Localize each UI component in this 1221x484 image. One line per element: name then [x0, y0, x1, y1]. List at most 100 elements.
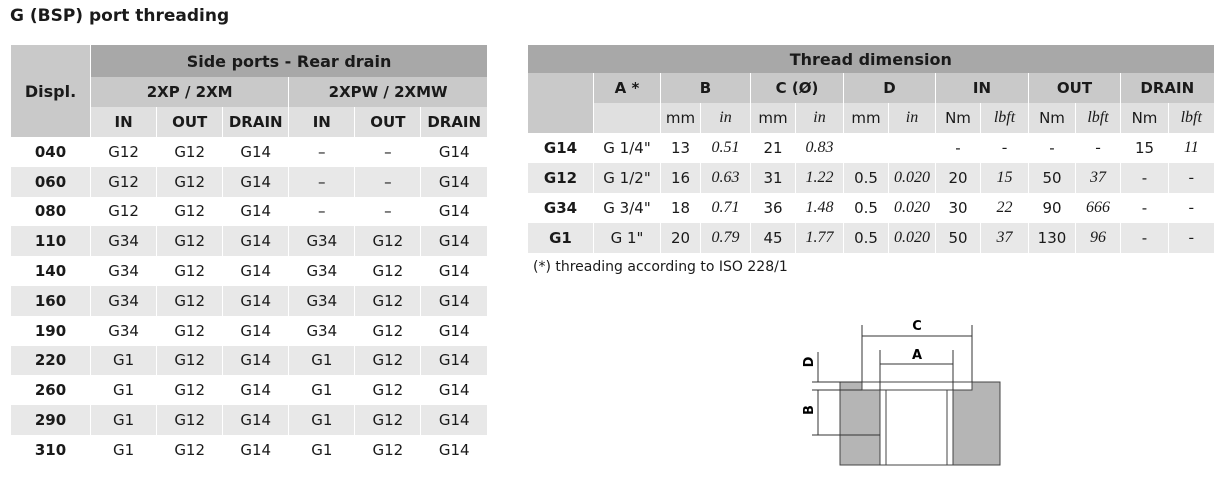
cell: 11: [1167, 133, 1214, 163]
cell: G1: [90, 405, 157, 435]
cell: G12: [156, 256, 223, 286]
side-ports-table: Displ. Side ports - Rear drain 2XP / 2XM 2X…: [9, 45, 487, 465]
cell: -: [1120, 223, 1169, 253]
cell: G12: [156, 405, 223, 435]
cell: G34: [90, 226, 157, 257]
group-header: B: [660, 73, 751, 103]
group-header: 2XP / 2XM: [90, 77, 289, 107]
cell: 0.63: [700, 163, 751, 193]
cell: 15: [980, 163, 1029, 193]
cell: G14: [222, 256, 289, 286]
cell: 0.71: [700, 193, 751, 223]
row-label: 080: [9, 196, 91, 227]
column-header: OUT: [156, 107, 223, 137]
table-row: 190 G34 G12 G14 G34 G12 G14: [9, 315, 487, 346]
row-label: 140: [9, 256, 91, 286]
cell: 37: [1075, 163, 1121, 193]
table-row: G12 G 1/2" 16 0.63 31 1.22 0.5 0.020 20 15 50 37- -: [527, 163, 1214, 193]
cell: G12: [354, 315, 421, 346]
thread-hole: [879, 389, 954, 466]
row-label: G34: [527, 193, 594, 223]
column-header: DRAIN: [222, 107, 289, 137]
table-row: G1 G 1" 20 0.79 45 1.77 0.5 0.020 50 37 130 96- -: [527, 223, 1214, 253]
cell: 666: [1075, 193, 1121, 223]
cell: G14: [222, 434, 289, 465]
cell: -: [1167, 223, 1214, 253]
cell: G14: [420, 375, 487, 406]
column-header: IN: [90, 107, 157, 137]
cell: G14: [420, 405, 487, 435]
cell: G14: [222, 166, 289, 197]
cell: G14: [420, 345, 487, 376]
group-header: 2XPW / 2XMW: [288, 77, 487, 107]
cell: -: [1120, 193, 1169, 223]
cell: –: [354, 196, 421, 227]
cell: G1: [90, 434, 157, 465]
column-header: DRAIN: [420, 107, 487, 137]
cell: G12: [156, 166, 223, 197]
unit-header: mm: [843, 103, 889, 133]
dim-label: D: [802, 356, 817, 367]
row-label: G14: [527, 133, 594, 163]
table-row: 310 G1 G12 G14 G1 G12 G14: [9, 434, 487, 465]
cell: -: [935, 133, 981, 163]
cell: 20: [660, 223, 701, 253]
header-row: Displ. Side ports - Rear drain: [9, 45, 487, 137]
row-label: 260: [9, 375, 91, 406]
cell: –: [288, 196, 355, 227]
cell: 21: [750, 133, 796, 163]
cell: G12: [90, 137, 157, 167]
cell: G34: [90, 285, 157, 316]
cell: G1: [90, 345, 157, 376]
row-label: G12: [527, 163, 594, 193]
blank: [527, 73, 594, 133]
cell: G12: [354, 434, 421, 465]
header-row: Thread dimension: [526, 45, 1214, 73]
cell: 36: [750, 193, 796, 223]
cell: G12: [354, 375, 421, 406]
cell: G12: [156, 137, 223, 167]
cell: G14: [420, 285, 487, 316]
cell: 31: [750, 163, 796, 193]
cell: 20: [935, 163, 981, 193]
dim-label: A: [912, 348, 922, 363]
table-row: 260 G1 G12 G14 G1 G12 G14: [9, 375, 487, 406]
cell: -: [1028, 133, 1076, 163]
cell: 13: [660, 133, 701, 163]
cell: 37: [980, 223, 1029, 253]
unit-header: lbft: [1075, 103, 1121, 133]
cell: 1.22: [795, 163, 844, 193]
row-label: 290: [9, 405, 91, 435]
cell: G1: [288, 375, 355, 406]
cell: G12: [156, 315, 223, 346]
table-title: Side ports - Rear drain: [90, 45, 487, 77]
cell: 50: [1028, 163, 1076, 193]
cell: -: [1167, 163, 1214, 193]
cell: 15: [1120, 133, 1169, 163]
unit-header: lbft: [980, 103, 1029, 133]
cell: 90: [1028, 193, 1076, 223]
cell: G14: [222, 375, 289, 406]
cell: G12: [156, 226, 223, 257]
cell: G14: [420, 315, 487, 346]
cell: 0.5: [843, 163, 889, 193]
cell: G34: [288, 256, 355, 286]
row-label: 190: [9, 315, 91, 346]
cell: -: [1167, 193, 1214, 223]
cell: G12: [156, 434, 223, 465]
cell: –: [288, 166, 355, 197]
cell: 130: [1028, 223, 1076, 253]
cell: 50: [935, 223, 981, 253]
unit-row: mm in mm in mm in Nm lbft Nm lbft Nm lbft: [528, 103, 1214, 133]
cell: G14: [420, 434, 487, 465]
cell: 0.51: [700, 133, 751, 163]
cell: -: [980, 133, 1029, 163]
cell: G1: [288, 434, 355, 465]
cell: –: [354, 166, 421, 197]
cell: 0.020: [888, 163, 936, 193]
unit-header: Nm: [935, 103, 981, 133]
cell: G14: [420, 166, 487, 197]
cell: –: [288, 137, 355, 167]
